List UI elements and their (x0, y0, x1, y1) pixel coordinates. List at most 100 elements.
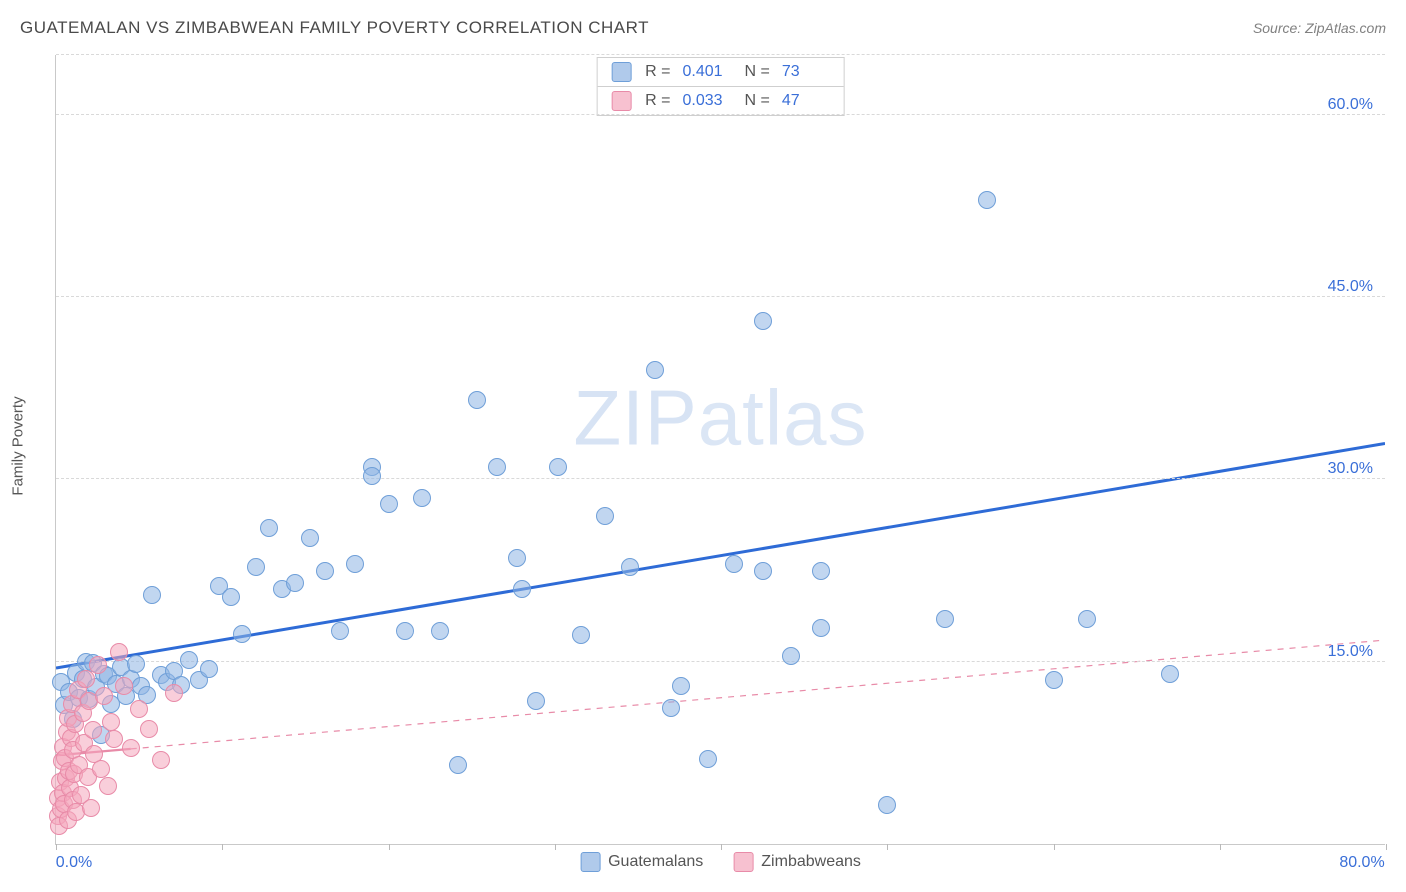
data-point (130, 700, 148, 718)
x-tick (222, 844, 223, 850)
y-tick-label: 30.0% (1328, 460, 1373, 478)
data-point (725, 555, 743, 573)
stat-n-value: 73 (782, 63, 830, 81)
data-point (878, 796, 896, 814)
y-axis-label: Family Poverty (10, 396, 27, 495)
stat-r-label: R = (645, 92, 670, 110)
data-point (143, 586, 161, 604)
data-point (549, 458, 567, 476)
legend-stats-box: R = 0.401 N = 73 R = 0.033 N = 47 (596, 57, 845, 116)
data-point (165, 684, 183, 702)
watermark-part-b: atlas (698, 373, 868, 461)
data-point (95, 687, 113, 705)
data-point (316, 562, 334, 580)
data-point (936, 610, 954, 628)
stat-r-label: R = (645, 63, 670, 81)
chart-title: GUATEMALAN VS ZIMBABWEAN FAMILY POVERTY … (20, 18, 649, 38)
x-tick (1220, 844, 1221, 850)
legend-series: Guatemalans Zimbabweans (580, 852, 861, 872)
data-point (84, 721, 102, 739)
x-tick (1054, 844, 1055, 850)
legend-item: Guatemalans (580, 852, 703, 872)
swatch-icon (733, 852, 753, 872)
watermark: ZIPatlas (573, 372, 867, 463)
stat-r-value: 0.401 (683, 63, 731, 81)
data-point (978, 191, 996, 209)
gridline (56, 478, 1385, 479)
data-point (754, 312, 772, 330)
data-point (508, 549, 526, 567)
data-point (331, 622, 349, 640)
x-tick (56, 844, 57, 850)
data-point (99, 777, 117, 795)
data-point (662, 699, 680, 717)
data-point (127, 655, 145, 673)
data-point (413, 489, 431, 507)
data-point (527, 692, 545, 710)
y-tick-label: 60.0% (1328, 96, 1373, 114)
data-point (200, 660, 218, 678)
x-tick (1386, 844, 1387, 850)
data-point (122, 739, 140, 757)
data-point (396, 622, 414, 640)
data-point (286, 574, 304, 592)
data-point (363, 467, 381, 485)
gridline (56, 661, 1385, 662)
trend-line (131, 640, 1385, 749)
x-tick (555, 844, 556, 850)
data-point (82, 799, 100, 817)
x-tick (389, 844, 390, 850)
data-point (812, 562, 830, 580)
data-point (782, 647, 800, 665)
data-point (646, 361, 664, 379)
x-tick-label: 0.0% (56, 854, 92, 872)
data-point (596, 507, 614, 525)
data-point (140, 720, 158, 738)
data-point (115, 677, 133, 695)
data-point (672, 677, 690, 695)
data-point (233, 625, 251, 643)
watermark-part-a: ZIP (573, 373, 697, 461)
swatch-icon (580, 852, 600, 872)
data-point (513, 580, 531, 598)
y-tick-label: 45.0% (1328, 278, 1373, 296)
data-point (812, 619, 830, 637)
data-point (621, 558, 639, 576)
data-point (1045, 671, 1063, 689)
swatch-icon (611, 62, 631, 82)
data-point (301, 529, 319, 547)
data-point (488, 458, 506, 476)
data-point (110, 643, 128, 661)
x-tick-label: 80.0% (1339, 854, 1384, 872)
data-point (1078, 610, 1096, 628)
data-point (754, 562, 772, 580)
data-point (105, 730, 123, 748)
plot-area: ZIPatlas R = 0.401 N = 73 R = 0.033 N = … (55, 55, 1385, 845)
data-point (247, 558, 265, 576)
stat-n-label: N = (745, 92, 770, 110)
y-tick-label: 15.0% (1328, 643, 1373, 661)
stat-n-value: 47 (782, 92, 830, 110)
x-tick (887, 844, 888, 850)
trend-line (56, 443, 1385, 668)
legend-stats-row: R = 0.401 N = 73 (597, 58, 844, 86)
data-point (572, 626, 590, 644)
trend-lines (56, 55, 1385, 844)
data-point (152, 751, 170, 769)
data-point (260, 519, 278, 537)
data-point (89, 656, 107, 674)
swatch-icon (611, 91, 631, 111)
data-point (699, 750, 717, 768)
data-point (102, 713, 120, 731)
legend-label: Zimbabweans (761, 853, 861, 871)
legend-stats-row: R = 0.033 N = 47 (597, 86, 844, 115)
legend-item: Zimbabweans (733, 852, 861, 872)
data-point (180, 651, 198, 669)
data-point (1161, 665, 1179, 683)
data-point (380, 495, 398, 513)
data-point (431, 622, 449, 640)
data-point (468, 391, 486, 409)
gridline (56, 114, 1385, 115)
data-point (449, 756, 467, 774)
gridline (56, 296, 1385, 297)
